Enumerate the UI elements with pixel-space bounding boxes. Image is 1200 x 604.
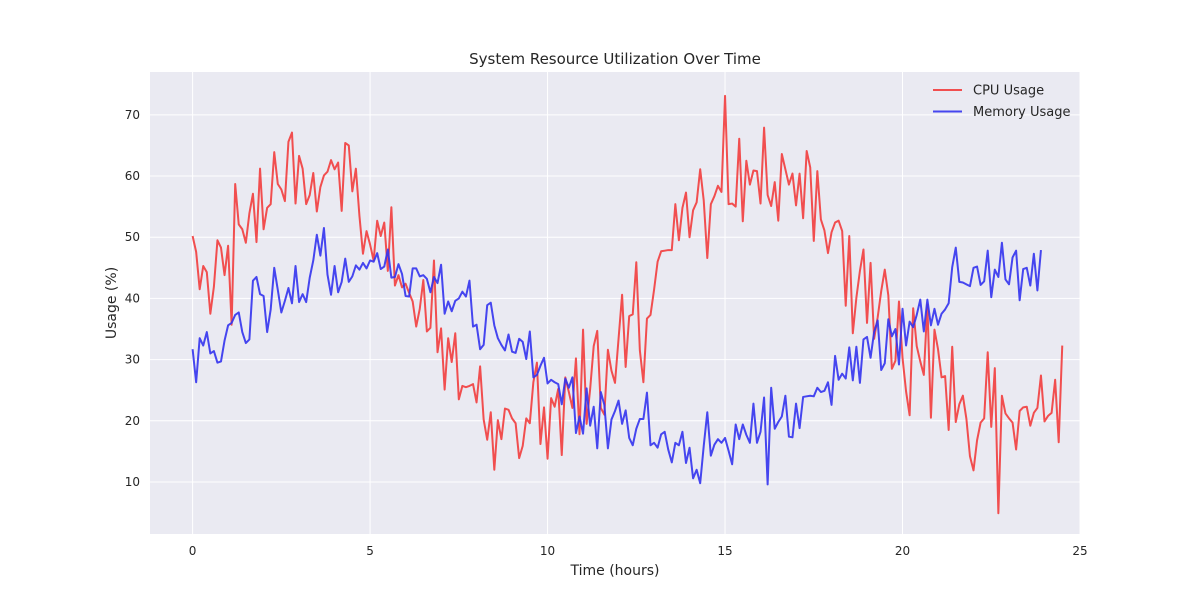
chart-title: System Resource Utilization Over Time (469, 50, 761, 68)
grid-lines (150, 72, 1081, 534)
y-tick-label: 20 (125, 414, 140, 428)
x-tick-label: 10 (540, 544, 555, 558)
y-axis-label: Usage (%) (104, 267, 120, 339)
y-tick-label: 70 (125, 108, 140, 122)
x-tick-label: 25 (1072, 544, 1087, 558)
y-tick-label: 60 (125, 169, 140, 183)
legend: CPU Usage Memory Usage (933, 84, 1071, 120)
y-tick-label: 50 (125, 230, 140, 244)
x-tick-label: 20 (895, 544, 910, 558)
series-line-memory (191, 227, 1042, 486)
legend-label: Memory Usage (973, 105, 1071, 120)
y-tick-label: 30 (125, 353, 140, 367)
y-tick-label: 40 (125, 291, 140, 305)
x-tick-label: 5 (366, 544, 374, 558)
series-line-cpu (191, 94, 1064, 515)
legend-label: CPU Usage (973, 84, 1044, 99)
x-axis-ticks: 0 5 10 15 20 25 (189, 544, 1088, 558)
x-tick-label: 15 (717, 544, 732, 558)
x-axis-label: Time (hours) (570, 563, 660, 579)
y-axis-ticks: 10 20 30 40 50 60 70 (125, 108, 140, 489)
plot-area (150, 72, 1080, 534)
y-tick-label: 10 (125, 475, 140, 489)
series-lines (191, 94, 1064, 515)
x-tick-label: 0 (189, 544, 197, 558)
